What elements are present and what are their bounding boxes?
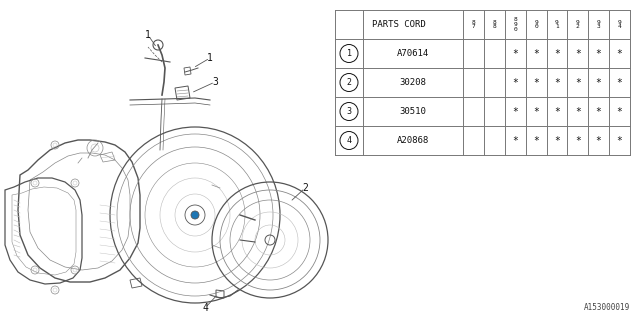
Text: A20868: A20868 [397, 136, 429, 145]
Text: *: * [512, 135, 518, 146]
Text: *: * [512, 107, 518, 116]
Text: 8
7: 8 7 [472, 20, 476, 29]
Text: *: * [575, 107, 580, 116]
Text: *: * [575, 49, 580, 59]
Text: *: * [616, 135, 623, 146]
Text: *: * [533, 77, 539, 87]
Text: A153000019: A153000019 [584, 303, 630, 312]
Text: *: * [533, 135, 539, 146]
Text: 9
2: 9 2 [576, 20, 580, 29]
Text: *: * [554, 49, 560, 59]
Text: 8
8: 8 8 [492, 20, 496, 29]
Text: 2: 2 [346, 78, 351, 87]
Text: *: * [512, 77, 518, 87]
Text: 1: 1 [207, 53, 213, 63]
Text: *: * [554, 77, 560, 87]
Text: 8
9
0: 8 9 0 [513, 17, 517, 32]
Text: 4: 4 [346, 136, 351, 145]
Text: 3: 3 [346, 107, 351, 116]
Text: 9
1: 9 1 [555, 20, 559, 29]
Text: *: * [512, 49, 518, 59]
Text: *: * [596, 77, 602, 87]
Text: *: * [596, 107, 602, 116]
Text: 9
3: 9 3 [597, 20, 600, 29]
Text: *: * [575, 77, 580, 87]
Text: *: * [616, 49, 623, 59]
Text: 4: 4 [202, 303, 208, 313]
Text: 30208: 30208 [399, 78, 426, 87]
Text: 2: 2 [302, 183, 308, 193]
Text: *: * [616, 77, 623, 87]
Text: *: * [554, 135, 560, 146]
Text: *: * [596, 49, 602, 59]
Text: *: * [616, 107, 623, 116]
Text: 30510: 30510 [399, 107, 426, 116]
Circle shape [191, 211, 199, 219]
Text: *: * [533, 107, 539, 116]
Text: 9
0: 9 0 [534, 20, 538, 29]
Text: A70614: A70614 [397, 49, 429, 58]
Text: 3: 3 [212, 77, 218, 87]
Text: *: * [533, 49, 539, 59]
Text: *: * [596, 135, 602, 146]
Text: 1: 1 [346, 49, 351, 58]
Text: 1: 1 [145, 30, 151, 40]
Text: 9
4: 9 4 [618, 20, 621, 29]
Text: PARTS CORD: PARTS CORD [372, 20, 426, 29]
Text: *: * [575, 135, 580, 146]
Text: *: * [554, 107, 560, 116]
